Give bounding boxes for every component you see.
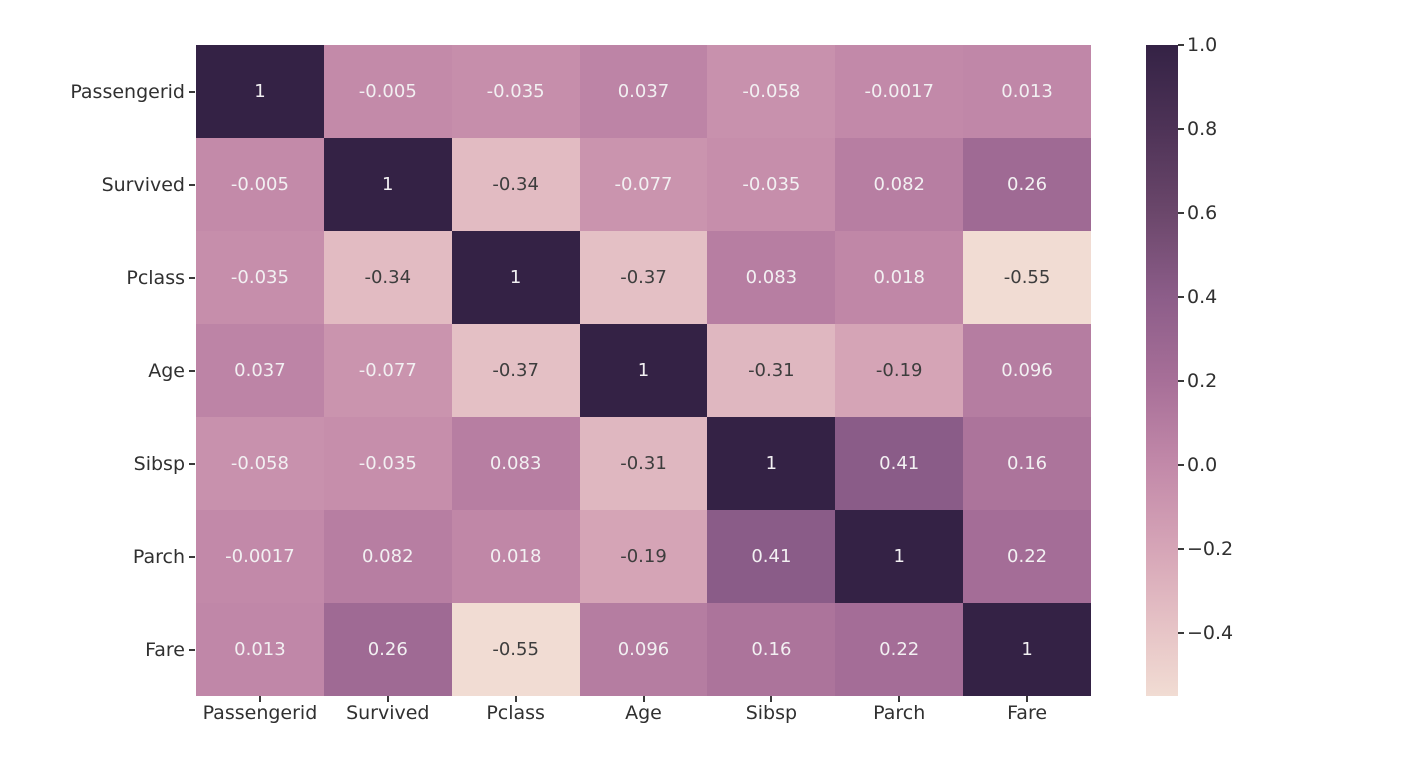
x-tick-label-parch: Parch <box>873 702 926 724</box>
heatmap-cell-passengerid-survived: -0.005 <box>323 45 452 138</box>
y-tick-mark <box>189 648 195 651</box>
x-tick-label-pclass: Pclass <box>486 702 545 724</box>
x-tick-label-sibsp: Sibsp <box>745 702 798 724</box>
heatmap-cell-pclass-passengerid: -0.035 <box>196 231 324 324</box>
colorbar-tick-mark <box>1178 212 1184 214</box>
colorbar-tick-label: 0.2 <box>1187 370 1218 392</box>
heatmap-cell-age-sibsp: -0.31 <box>707 324 836 417</box>
colorbar-tick-label: 0.8 <box>1187 118 1218 140</box>
y-tick-mark <box>189 276 195 279</box>
x-tick-label-survived: Survived <box>346 702 430 724</box>
x-tick-mark <box>642 696 645 702</box>
heatmap-cell-fare-pclass: -0.55 <box>451 603 580 696</box>
heatmap-cell-parch-passengerid: -0.0017 <box>196 510 324 603</box>
heatmap-cell-parch-parch: 1 <box>835 510 964 603</box>
colorbar-tick-mark <box>1178 44 1184 46</box>
heatmap-cell-pclass-sibsp: 0.083 <box>707 231 836 324</box>
heatmap-cell-age-age: 1 <box>579 324 708 417</box>
y-tick-label-survived: Survived <box>101 173 185 196</box>
y-tick-label-sibsp: Sibsp <box>133 452 185 475</box>
heatmap-cell-survived-survived: 1 <box>323 138 452 231</box>
colorbar-tick-mark <box>1178 632 1184 634</box>
y-tick-label-pclass: Pclass <box>126 266 185 289</box>
colorbar-tick-label: −0.2 <box>1187 538 1234 560</box>
colorbar-tick-mark <box>1178 128 1184 130</box>
heatmap-cell-survived-parch: 0.082 <box>835 138 964 231</box>
x-tick-mark <box>386 696 389 702</box>
colorbar-tick-mark <box>1178 296 1184 298</box>
x-tick-mark <box>898 696 901 702</box>
colorbar-tick-mark <box>1178 380 1184 382</box>
heatmap-cell-sibsp-age: -0.31 <box>579 417 708 510</box>
y-tick-label-fare: Fare <box>145 638 185 661</box>
y-tick-label-parch: Parch <box>132 545 185 568</box>
heatmap-cell-fare-survived: 0.26 <box>323 603 452 696</box>
heatmap-cell-survived-fare: 0.26 <box>963 138 1091 231</box>
x-tick-mark <box>770 696 773 702</box>
colorbar-tick-label: 0.4 <box>1187 286 1218 308</box>
heatmap-cell-sibsp-survived: -0.035 <box>323 417 452 510</box>
x-tick-mark <box>1026 696 1029 702</box>
x-tick-label-fare: Fare <box>1007 702 1048 724</box>
y-tick-mark <box>189 90 195 93</box>
heatmap-cell-sibsp-sibsp: 1 <box>707 417 836 510</box>
heatmap-cell-pclass-pclass: 1 <box>451 231 580 324</box>
heatmap-cell-fare-parch: 0.22 <box>835 603 964 696</box>
heatmap-cell-pclass-parch: 0.018 <box>835 231 964 324</box>
y-axis-tick-labels: Passengerid Survived Pclass Age Sibsp Parch Fa… <box>0 45 185 696</box>
heatmap-cell-sibsp-fare: 0.16 <box>963 417 1091 510</box>
heatmap-cell-passengerid-age: 0.037 <box>579 45 708 138</box>
heatmap-cell-fare-fare: 1 <box>963 603 1091 696</box>
y-tick-label-passengerid: Passengerid <box>70 80 185 103</box>
x-tick-label-passengerid: Passengerid <box>202 702 318 724</box>
heatmap-cell-passengerid-pclass: -0.035 <box>451 45 580 138</box>
heatmap-cell-pclass-survived: -0.34 <box>323 231 452 324</box>
colorbar-tick-label: −0.4 <box>1187 622 1234 644</box>
heatmap-cell-age-fare: 0.096 <box>963 324 1091 417</box>
heatmap-cell-parch-pclass: 0.018 <box>451 510 580 603</box>
x-tick-mark <box>514 696 517 702</box>
y-tick-mark <box>189 462 195 465</box>
heatmap-cell-pclass-fare: -0.55 <box>963 231 1091 324</box>
heatmap-cell-age-parch: -0.19 <box>835 324 964 417</box>
y-tick-mark <box>189 555 195 558</box>
heatmap-cell-age-passengerid: 0.037 <box>196 324 324 417</box>
y-tick-mark <box>189 183 195 186</box>
heatmap-cell-fare-age: 0.096 <box>579 603 708 696</box>
heatmap-cell-pclass-age: -0.37 <box>579 231 708 324</box>
colorbar-tick-label: 0.0 <box>1187 454 1218 476</box>
y-tick-mark <box>189 369 195 372</box>
heatmap-cell-sibsp-passengerid: -0.058 <box>196 417 324 510</box>
colorbar-tick-mark <box>1178 464 1184 466</box>
x-tick-mark <box>258 696 261 702</box>
heatmap-cell-passengerid-parch: -0.0017 <box>835 45 964 138</box>
heatmap-cell-fare-sibsp: 0.16 <box>707 603 836 696</box>
heatmap-cell-parch-age: -0.19 <box>579 510 708 603</box>
heatmap-cell-parch-sibsp: 0.41 <box>707 510 836 603</box>
heatmap-cell-survived-age: -0.077 <box>579 138 708 231</box>
colorbar-tick-label: 1.0 <box>1187 34 1218 56</box>
colorbar <box>1146 45 1178 696</box>
heatmap-cell-parch-survived: 0.082 <box>323 510 452 603</box>
colorbar-tick-mark <box>1178 548 1184 550</box>
x-tick-label-age: Age <box>625 702 662 724</box>
heatmap-cell-passengerid-passengerid: 1 <box>196 45 324 138</box>
y-tick-label-age: Age <box>148 359 185 382</box>
heatmap-cell-survived-passengerid: -0.005 <box>196 138 324 231</box>
heatmap-cell-age-pclass: -0.37 <box>451 324 580 417</box>
colorbar-tick-label: 0.6 <box>1187 202 1218 224</box>
heatmap-cell-survived-pclass: -0.34 <box>451 138 580 231</box>
heatmap-cell-passengerid-sibsp: -0.058 <box>707 45 836 138</box>
heatmap-cell-age-survived: -0.077 <box>323 324 452 417</box>
x-axis-tick-labels: Passengerid Survived Pclass Age Sibsp Parch Fa… <box>196 702 1091 728</box>
heatmap-cell-fare-passengerid: 0.013 <box>196 603 324 696</box>
heatmap-cell-sibsp-parch: 0.41 <box>835 417 964 510</box>
heatmap-cell-passengerid-fare: 0.013 <box>963 45 1091 138</box>
heatmap-cell-parch-fare: 0.22 <box>963 510 1091 603</box>
heatmap-cell-survived-sibsp: -0.035 <box>707 138 836 231</box>
heatmap-grid: 1 -0.005 -0.035 0.037 -0.058 -0.0017 0.013 -0.0… <box>196 45 1091 696</box>
heatmap-cell-sibsp-pclass: 0.083 <box>451 417 580 510</box>
